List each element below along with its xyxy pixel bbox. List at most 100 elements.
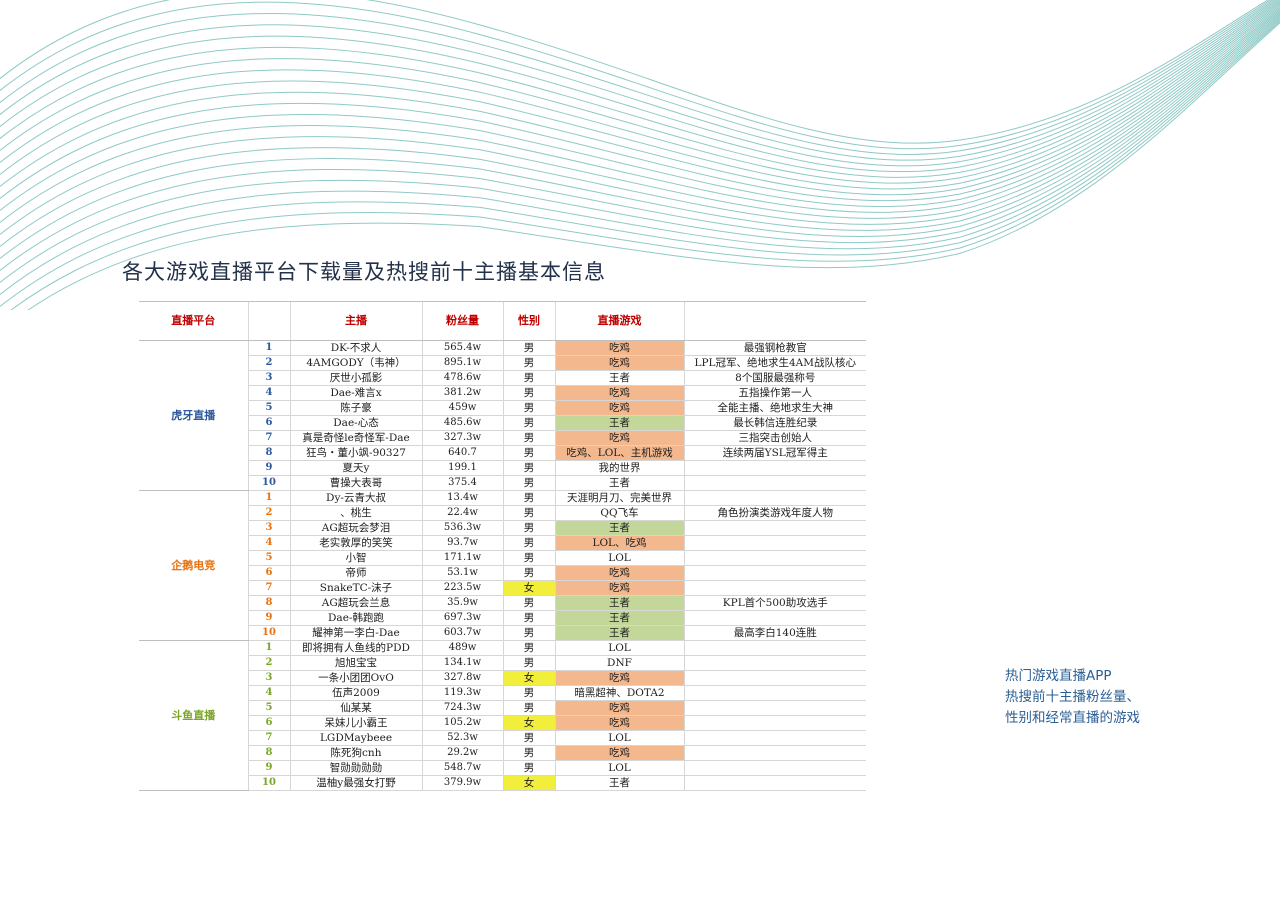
note-cell: LPL冠军、绝地求生4AM战队核心 (683, 355, 866, 371)
table-header-row: 直播平台 主播 粉丝量 性别 直播游戏 (139, 301, 866, 341)
gender-cell: 男 (502, 340, 555, 356)
fan-count: 134.1w (421, 655, 503, 671)
wave-line (0, 0, 1280, 173)
platform-name: 企鹅电竞 (139, 490, 248, 641)
wave-line (0, 4, 1280, 196)
header-note (683, 301, 866, 341)
wave-line-decoration (0, 0, 1280, 310)
gender-cell: 男 (502, 640, 555, 656)
fan-count: 22.4w (421, 505, 503, 521)
table-row: 8 AG超玩会兰息 35.9w 男王者 KPL首个500助攻选手 (139, 595, 866, 611)
streamer-name: 、桃生 (289, 505, 422, 521)
note-cell (683, 760, 866, 776)
game-cell: 吃鸡 (554, 385, 684, 401)
note-cell: 最高李白140连胜 (683, 625, 866, 641)
note-cell (683, 520, 866, 536)
streamer-name: DK-不求人 (289, 340, 422, 356)
fan-count: 697.3w (421, 610, 503, 626)
streamer-name: 呆妹儿小霸王 (289, 715, 422, 731)
rank-cell: 2 (247, 655, 290, 671)
table-row: 6 呆妹儿小霸王 105.2w 女吃鸡 (139, 715, 866, 731)
game-cell: 吃鸡 (554, 355, 684, 371)
table-row: 8 陈死狗cnh 29.2w 男吃鸡 (139, 745, 866, 761)
gender-cell: 男 (502, 700, 555, 716)
rank-cell: 1 (247, 640, 290, 656)
table-row: 10 曹操大表哥 375.4 男王者 (139, 475, 866, 491)
rank-cell: 9 (247, 460, 290, 476)
game-cell: QQ飞车 (554, 505, 684, 521)
note-cell (683, 775, 866, 791)
header-platform: 直播平台 (139, 301, 248, 341)
fan-count: 485.6w (421, 415, 503, 431)
game-cell: 王者 (554, 475, 684, 491)
gender-cell: 男 (502, 595, 555, 611)
rank-cell: 7 (247, 730, 290, 746)
game-cell: 吃鸡 (554, 745, 684, 761)
game-cell: 王者 (554, 595, 684, 611)
game-cell: 吃鸡 (554, 715, 684, 731)
streamer-name: 小智 (289, 550, 422, 566)
page-title: 各大游戏直播平台下载量及热搜前十主播基本信息 (122, 260, 606, 284)
table-row: 6 帝师 53.1w 男吃鸡 (139, 565, 866, 581)
wave-line (0, 0, 1280, 178)
game-cell: 吃鸡 (554, 580, 684, 596)
table-row: 9 Dae-韩跑跑 697.3w 男王者 (139, 610, 866, 626)
table-row: 3 厌世小孤影 478.6w 男王者 8个国服最强称号 (139, 370, 866, 386)
gender-cell: 女 (502, 670, 555, 686)
game-cell: LOL (554, 550, 684, 566)
table-row: 5 仙某某 724.3w 男吃鸡 (139, 700, 866, 716)
wave-line (0, 0, 1272, 150)
streamer-name: 曹操大表哥 (289, 475, 422, 491)
wave-line (0, 0, 1279, 167)
wave-line (0, 13, 1280, 260)
table-row: 虎牙直播 1 DK-不求人 565.4w 男吃鸡 最强钢枪教官 (139, 340, 866, 491)
fan-count: 171.1w (421, 550, 503, 566)
rank-cell: 7 (247, 430, 290, 446)
wave-line (0, 1, 1280, 184)
fan-count: 105.2w (421, 715, 503, 731)
streamer-name: Dy-云青大叔 (289, 490, 422, 506)
note-cell (683, 580, 866, 596)
wave-line (0, 14, 1280, 272)
gender-cell: 女 (502, 580, 555, 596)
game-cell: 吃鸡 (554, 400, 684, 416)
platform-name: 虎牙直播 (139, 340, 248, 491)
game-cell: 王者 (554, 775, 684, 791)
table-row: 4 伍声2009 119.3w 男暗黑超神、DOTA2 (139, 685, 866, 701)
table-row: 5 小智 171.1w 男 LOL (139, 550, 866, 566)
fan-count: 478.6w (421, 370, 503, 386)
table-row: 9 夏天y 199.1 男我的世界 (139, 460, 866, 476)
note-cell: KPL首个500助攻选手 (683, 595, 866, 611)
wave-line (0, 9, 1280, 224)
streamer-name: 帝师 (289, 565, 422, 581)
rank-cell: 5 (247, 550, 290, 566)
streamer-name: 厌世小孤影 (289, 370, 422, 386)
gender-cell: 男 (502, 460, 555, 476)
table-row: 2 4AMGODY（韦神） 895.1w 男吃鸡 LPL冠军、绝地求生4AM战队核心 (139, 355, 866, 371)
gender-cell: 男 (502, 505, 555, 521)
note-cell: 三指突击创始人 (683, 430, 866, 446)
game-cell: 吃鸡 (554, 670, 684, 686)
gender-cell: 男 (502, 610, 555, 626)
note-cell (683, 715, 866, 731)
streamer-name: 旭旭宝宝 (289, 655, 422, 671)
fan-count: 459w (421, 400, 503, 416)
note-cell: 五指操作第一人 (683, 385, 866, 401)
streamer-table-container: 直播平台 主播 粉丝量 性别 直播游戏 虎牙直播 1 DK-不求人 565.4w 男吃鸡… (139, 301, 866, 793)
note-cell (683, 745, 866, 761)
streamer-name: SnakeTC-沫子 (289, 580, 422, 596)
gender-cell: 男 (502, 550, 555, 566)
wave-line (0, 17, 1280, 296)
wave-line (0, 11, 1280, 248)
fan-count: 119.3w (421, 685, 503, 701)
gender-cell: 男 (502, 655, 555, 671)
table-row: 6 Dae-心态 485.6w 男王者 最长韩信连胜纪录 (139, 415, 866, 431)
streamer-name: Dae-难言x (289, 385, 422, 401)
table-row: 8 狂鸟・董小飒-90327 640.7 男吃鸡、LOL、主机游戏 连续两届YSL冠军得… (139, 445, 866, 461)
gender-cell: 男 (502, 565, 555, 581)
gender-cell: 男 (502, 400, 555, 416)
note-cell (683, 670, 866, 686)
fan-count: 35.9w (421, 595, 503, 611)
fan-count: 223.5w (421, 580, 503, 596)
note-cell (683, 475, 866, 491)
